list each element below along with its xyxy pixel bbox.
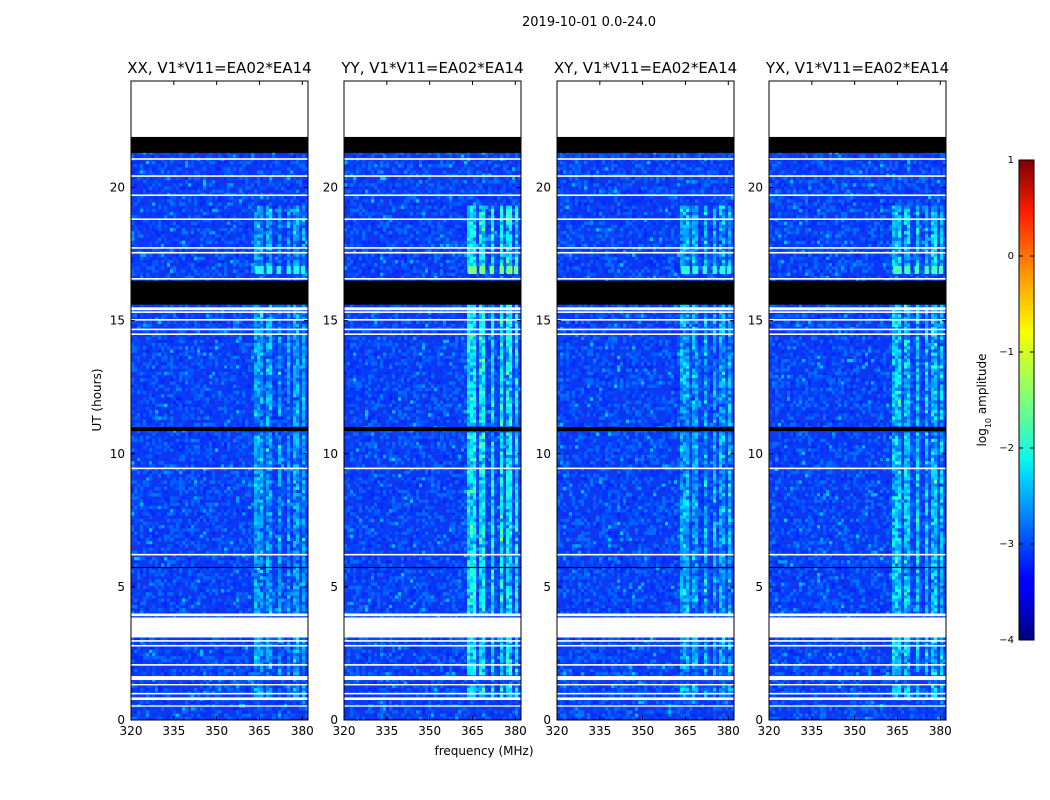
x-tick-label: 320: [333, 724, 356, 738]
y-tick-label: 10: [323, 447, 338, 461]
panel-1: XX, V1*V11=EA02*EA14 320 335 350 365 380 0 5 10 1…: [110, 59, 314, 738]
x-tick-label: 365: [461, 724, 484, 738]
y-tick-label: 5: [543, 580, 551, 594]
y-tick-label: 10: [536, 447, 551, 461]
x-tick-label: 350: [205, 724, 228, 738]
y-tick-label: 20: [323, 181, 338, 195]
colorbar-label-sub: 10: [984, 418, 993, 428]
colorbar-label: log10 amplitude: [975, 354, 993, 447]
colorbar-tick-label: −2: [999, 443, 1014, 454]
colorbar-tick-label: −1: [999, 347, 1014, 358]
y-tick-label: 15: [748, 314, 763, 328]
panel-3-frame: [556, 80, 735, 721]
x-tick-label: 365: [886, 724, 909, 738]
x-tick-label: 380: [929, 724, 952, 738]
y-tick-label: 10: [748, 447, 763, 461]
figure-title: 2019-10-01 0.0-24.0: [522, 15, 656, 30]
x-tick-label: 365: [248, 724, 271, 738]
y-tick-label: 20: [536, 181, 551, 195]
colorbar-gradient: [1018, 159, 1035, 641]
y-tick-label: 5: [755, 580, 763, 594]
panel-3-title: XY, V1*V11=EA02*EA14: [554, 59, 737, 77]
panel-2: YY, V1*V11=EA02*EA14 320 335 350 365 380 0 5 10 1…: [323, 59, 527, 738]
y-tick-label: 10: [110, 447, 125, 461]
colorbar-label-rest: amplitude: [975, 354, 989, 418]
x-tick-label: 350: [631, 724, 654, 738]
y-tick-label: 0: [755, 713, 763, 727]
x-tick-label: 320: [546, 724, 569, 738]
colorbar-tick-label: −4: [999, 635, 1014, 646]
y-tick-label: 0: [543, 713, 551, 727]
panel-3: XY, V1*V11=EA02*EA14 320 335 350 365 380 0 5 10 1…: [536, 59, 740, 738]
panels: XX, V1*V11=EA02*EA14 320 335 350 365 380 0 5 10 1…: [110, 59, 952, 738]
colorbar-ticks: 1 0 −1 −2 −3 −4: [999, 155, 1034, 646]
panel-4-title: YX, V1*V11=EA02*EA14: [765, 59, 949, 77]
y-tick-label: 0: [117, 713, 125, 727]
y-axis-label: UT (hours): [90, 368, 104, 431]
panel-4: YX, V1*V11=EA02*EA14 320 335 350 365 380 0 5 10 1…: [748, 59, 952, 738]
y-tick-label: 5: [117, 580, 125, 594]
y-tick-label: 20: [110, 181, 125, 195]
y-tick-label: 15: [536, 314, 551, 328]
x-tick-label: 320: [758, 724, 781, 738]
colorbar-tick-label: 1: [1008, 155, 1014, 166]
x-tick-label: 380: [717, 724, 740, 738]
x-tick-label: 335: [800, 724, 823, 738]
y-tick-label: 0: [330, 713, 338, 727]
x-tick-label: 350: [843, 724, 866, 738]
x-tick-label: 350: [418, 724, 441, 738]
panel-2-image: [344, 81, 521, 720]
y-tick-label: 15: [110, 314, 125, 328]
x-tick-label: 320: [120, 724, 143, 738]
y-tick-label: 15: [323, 314, 338, 328]
y-tick-label: 20: [748, 181, 763, 195]
x-tick-label: 365: [674, 724, 697, 738]
panel-1-frame: [130, 80, 309, 721]
x-tick-label: 380: [504, 724, 527, 738]
panel-1-title: XX, V1*V11=EA02*EA14: [127, 59, 311, 77]
x-tick-label: 335: [375, 724, 398, 738]
panel-4-image: [769, 81, 946, 720]
colorbar-label-main: log: [975, 428, 989, 446]
colorbar-tick-label: −3: [999, 539, 1014, 550]
panel-4-frame: [768, 80, 947, 721]
panel-3-image: [557, 81, 734, 720]
x-tick-label: 380: [291, 724, 314, 738]
panel-2-title: YY, V1*V11=EA02*EA14: [340, 59, 523, 77]
panel-2-frame: [343, 80, 522, 721]
y-tick-label: 5: [330, 580, 338, 594]
x-tick-label: 335: [588, 724, 611, 738]
x-axis-label: frequency (MHz): [434, 744, 533, 758]
colorbar-tick-label: 0: [1008, 251, 1014, 262]
colorbar: 10−1−2−3−4 log10 amplitude: [975, 155, 1035, 646]
panel-1-image: [131, 81, 308, 720]
x-tick-label: 335: [162, 724, 185, 738]
